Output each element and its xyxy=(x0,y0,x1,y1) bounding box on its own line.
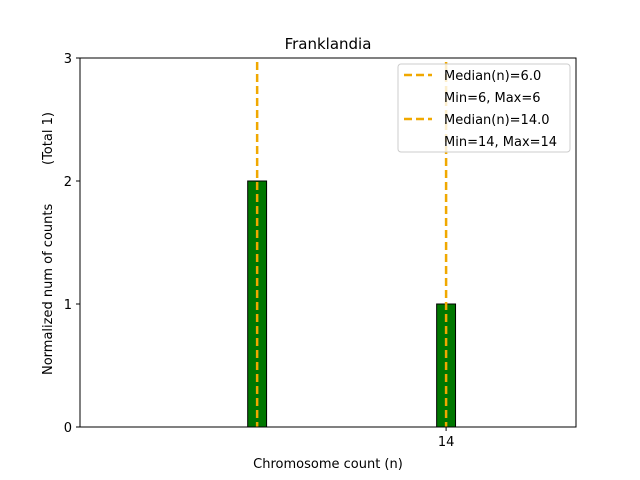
y-ticks: 0 1 2 3 xyxy=(64,52,80,436)
y-tick-label-3: 3 xyxy=(64,52,72,67)
legend-median-1-label: Median(n)=6.0 xyxy=(444,69,541,84)
x-ticks: 14 xyxy=(438,427,455,450)
y-axis-label-note: (Total 1) xyxy=(41,112,56,165)
y-axis-label: Normalized num of counts xyxy=(41,204,56,375)
y-tick-label-1: 1 xyxy=(64,298,72,313)
legend: Median(n)=6.0 Min=6, Max=6 Median(n)=14.… xyxy=(397,63,571,153)
legend-median-2-label: Median(n)=14.0 xyxy=(444,113,550,128)
bars-layer xyxy=(247,180,457,428)
y-tick-label-2: 2 xyxy=(64,175,72,190)
legend-box xyxy=(397,63,571,153)
y-tick-label-0: 0 xyxy=(64,421,72,436)
chart-title: Franklandia xyxy=(285,35,372,53)
x-axis-label: Chromosome count (n) xyxy=(253,457,403,472)
plot-frame xyxy=(79,57,577,428)
legend-median-2-range: Min=14, Max=14 xyxy=(444,135,557,150)
legend-median-1-range: Min=6, Max=6 xyxy=(444,91,541,106)
x-tick-label-14: 14 xyxy=(438,435,455,450)
